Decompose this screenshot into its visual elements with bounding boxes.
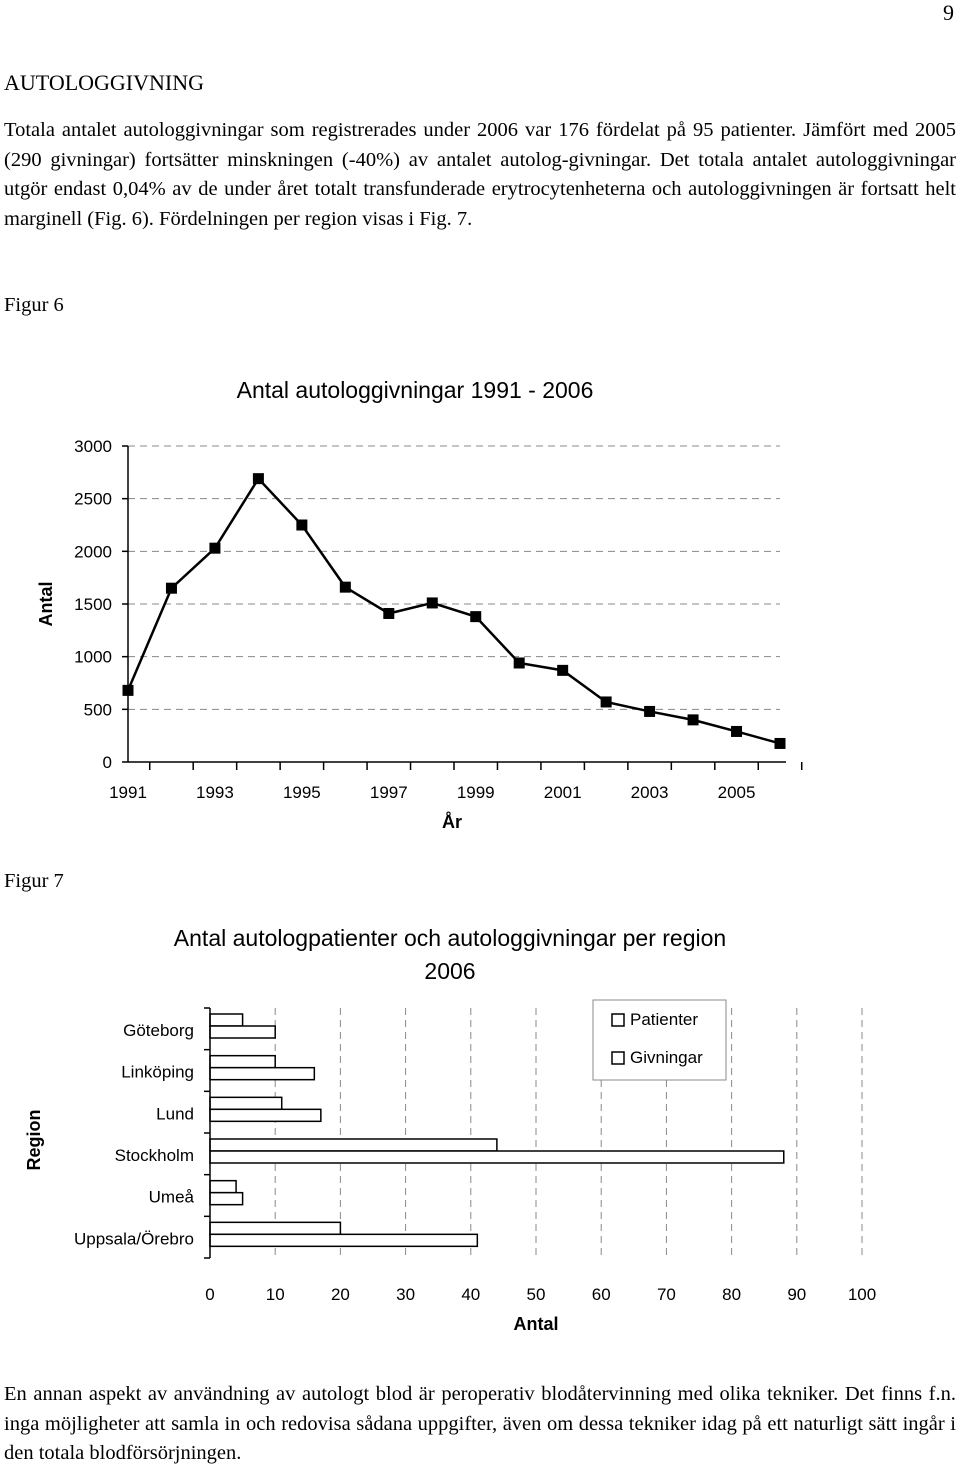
legend-swatch [611, 1013, 625, 1027]
x-tick-label: 2005 [718, 783, 756, 802]
category-label: Lund [156, 1104, 194, 1123]
chart-title: Antal autologgivningar 1991 - 2006 [237, 377, 594, 403]
x-tick-label: 100 [848, 1285, 876, 1304]
data-point [383, 607, 395, 619]
bar-patienter [209, 1096, 283, 1111]
category-label: Göteborg [123, 1021, 194, 1040]
y-axis-label: Antal [36, 582, 56, 627]
data-point [774, 737, 786, 749]
chart-title: Antal autologpatienter och autologgivnin… [174, 925, 726, 951]
closing-paragraph: En annan aspekt av användning av autolog… [4, 1383, 956, 1464]
data-point [600, 696, 612, 708]
y-tick-label: 2500 [74, 490, 112, 509]
bar-givningar [209, 1191, 244, 1206]
chart-title-line2: 2006 [424, 958, 475, 984]
series-line [126, 476, 781, 745]
figure6-label: Figur 6 [4, 294, 64, 316]
data-point [426, 597, 438, 609]
x-tick-label: 1993 [196, 783, 234, 802]
x-tick-label: 50 [527, 1285, 546, 1304]
x-tick-label: 2003 [631, 783, 669, 802]
category-label: Umeå [149, 1188, 195, 1207]
x-axis-label: Antal [514, 1314, 559, 1334]
y-tick-label: 3000 [74, 437, 112, 456]
data-point [339, 581, 351, 593]
bar-patienter [209, 1138, 498, 1152]
x-tick-label: 2001 [544, 783, 582, 802]
page-number: 9 [943, 0, 954, 25]
bar-givningar [209, 1108, 322, 1123]
x-tick-label: 1997 [370, 783, 408, 802]
y-tick-label: 2000 [74, 542, 112, 561]
legend-entry: Givningar [630, 1048, 703, 1067]
figure7-label: Figur 7 [4, 870, 64, 892]
data-point [165, 582, 177, 594]
x-tick-label: 70 [657, 1285, 676, 1304]
bar-patienter [209, 1179, 237, 1194]
x-tick-label: 0 [205, 1285, 214, 1304]
data-point [557, 664, 569, 676]
x-tick-label: 10 [266, 1285, 285, 1304]
x-tick-label: 60 [592, 1285, 611, 1304]
x-axis-label: År [442, 812, 462, 832]
x-tick-label: 30 [396, 1285, 415, 1304]
bar-givningar [209, 1025, 276, 1039]
data-point [296, 519, 308, 531]
legend-entry: Patienter [630, 1010, 698, 1029]
legend: Patienter Givningar [592, 999, 727, 1081]
section-heading: AUTOLOGGIVNING [4, 70, 205, 95]
y-axis-label: Region [24, 1110, 44, 1171]
category-label: Linköping [121, 1063, 194, 1082]
data-point [209, 542, 221, 554]
data-point [122, 684, 134, 696]
bar-givningar [209, 1150, 785, 1164]
legend-swatch [611, 1051, 625, 1065]
data-point [470, 611, 482, 623]
x-tick-label: 1991 [109, 783, 147, 802]
category-label: Uppsala/Örebro [74, 1229, 194, 1248]
figure6-line-chart: Antal autologgivningar 1991 - 2006 Antal… [36, 377, 803, 832]
bar-patienter [209, 1013, 244, 1027]
x-tick-label: 1999 [457, 783, 495, 802]
bar-givningar [209, 1233, 479, 1248]
data-point [687, 714, 699, 726]
y-tick-label: 0 [103, 753, 112, 772]
bar-patienter [209, 1221, 342, 1236]
x-tick-label: 1995 [283, 783, 321, 802]
y-tick-label: 1000 [74, 648, 112, 667]
data-point [252, 473, 264, 485]
data-point [731, 725, 743, 737]
x-tick-label: 20 [331, 1285, 350, 1304]
y-tick-label: 1500 [74, 595, 112, 614]
x-tick-label: 80 [722, 1285, 741, 1304]
bar-givningar [209, 1066, 316, 1081]
x-tick-label: 90 [787, 1285, 806, 1304]
y-tick-label: 500 [84, 700, 112, 719]
category-label: Stockholm [115, 1146, 194, 1165]
figure7-bar-chart: Antal autologpatienter och autologgivnin… [24, 925, 876, 1334]
intro-paragraph: Totala antalet autologgivningar som regi… [4, 119, 956, 230]
x-tick-label: 40 [461, 1285, 480, 1304]
bar-patienter [209, 1054, 276, 1069]
data-point [513, 657, 525, 669]
data-point [644, 705, 656, 717]
